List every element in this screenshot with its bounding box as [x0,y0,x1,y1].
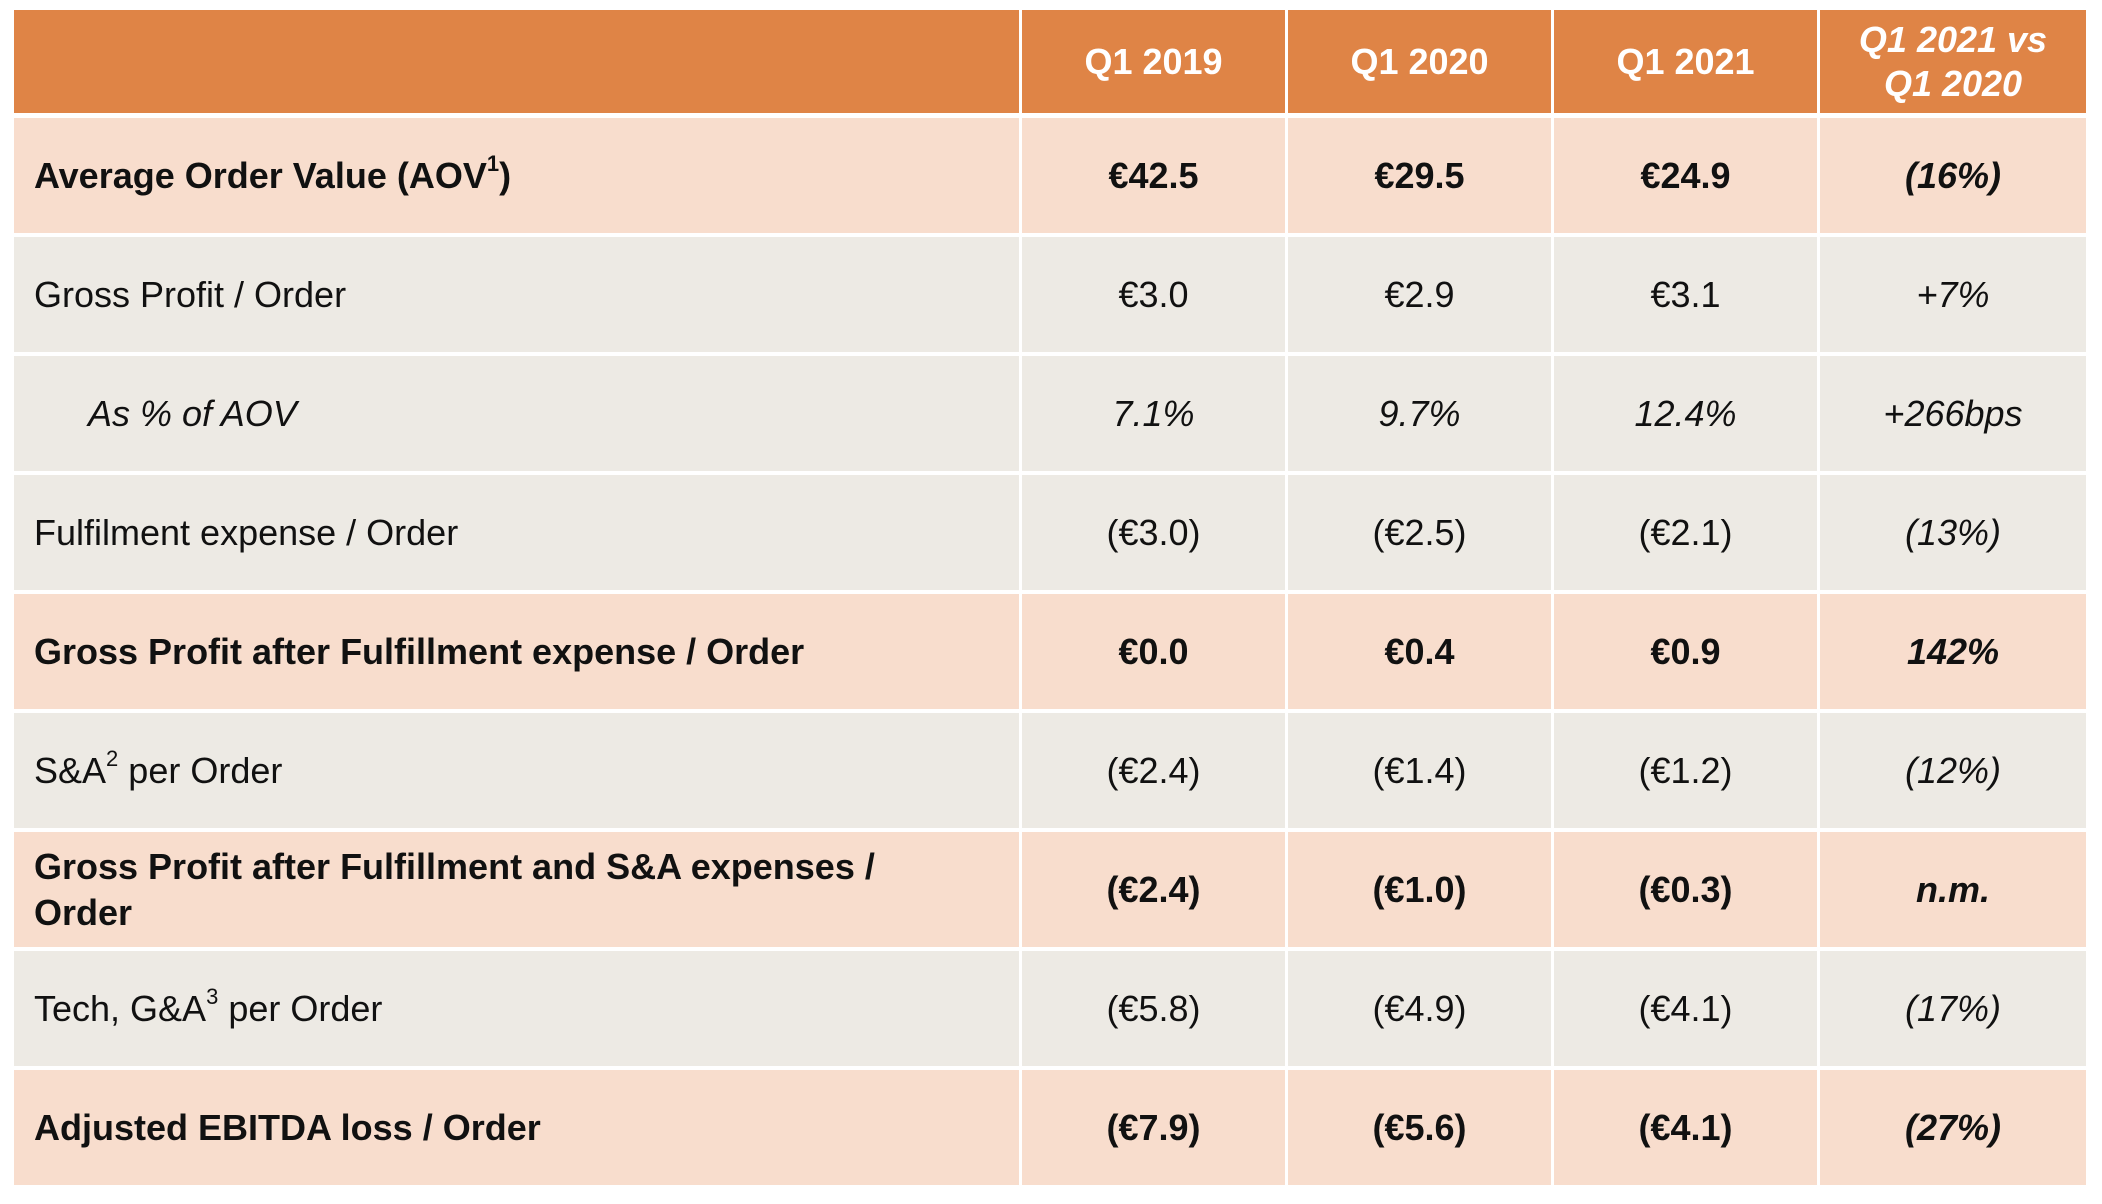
unit-economics-table: Q1 2019 Q1 2020 Q1 2021 Q1 2021 vs Q1 202… [14,10,2086,1194]
cell-change: (27%) [1820,1070,2086,1189]
row-label: Gross Profit after Fulfillment and S&A e… [14,832,1022,951]
cell-change: (12%) [1820,713,2086,832]
cell-q1-2020: 9.7% [1288,356,1554,475]
cell-q1-2020: €2.9 [1288,237,1554,356]
cell-q1-2020: €0.4 [1288,594,1554,713]
cell-q1-2019: (€2.4) [1022,832,1288,951]
header-q1-2021: Q1 2021 [1554,10,1820,118]
header-yoy-change-text: Q1 2021 vs Q1 2020 [1858,18,2048,104]
row-label: Fulfilment expense / Order [14,475,1022,594]
cell-q1-2021: (€1.2) [1554,713,1820,832]
cell-change: (17%) [1820,951,2086,1070]
cell-q1-2019: €0.0 [1022,594,1288,713]
cell-q1-2020: (€1.4) [1288,713,1554,832]
cell-q1-2019: (€2.4) [1022,713,1288,832]
cell-q1-2020: (€4.9) [1288,951,1554,1070]
row-label: Average Order Value (AOV1) [14,118,1022,237]
cell-q1-2019: (€3.0) [1022,475,1288,594]
cell-q1-2020: (€5.6) [1288,1070,1554,1189]
cell-q1-2019: (€7.9) [1022,1070,1288,1189]
row-label: As % of AOV [14,356,1022,475]
cell-q1-2021: (€2.1) [1554,475,1820,594]
row-label: S&A2 per Order [14,713,1022,832]
cell-q1-2019: 7.1% [1022,356,1288,475]
cell-q1-2021: 12.4% [1554,356,1820,475]
cell-change: (13%) [1820,475,2086,594]
cell-q1-2019: €3.0 [1022,237,1288,356]
header-q1-2020: Q1 2020 [1288,10,1554,118]
row-label: Gross Profit / Order [14,237,1022,356]
cell-change: (16%) [1820,118,2086,237]
header-metric-cell [14,10,1022,118]
header-q1-2019: Q1 2019 [1022,10,1288,118]
cell-q1-2021: (€4.1) [1554,951,1820,1070]
cell-q1-2021: (€0.3) [1554,832,1820,951]
cell-q1-2020: €29.5 [1288,118,1554,237]
row-label: Gross Profit after Fulfillment expense /… [14,594,1022,713]
cell-q1-2021: €3.1 [1554,237,1820,356]
cell-change: +7% [1820,237,2086,356]
row-label: Tech, G&A3 per Order [14,951,1022,1070]
cell-change: +266bps [1820,356,2086,475]
cell-q1-2019: €42.5 [1022,118,1288,237]
cell-change: n.m. [1820,832,2086,951]
cell-change: 142% [1820,594,2086,713]
row-label: Adjusted EBITDA loss / Order [14,1070,1022,1189]
header-yoy-change: Q1 2021 vs Q1 2020 [1820,10,2086,118]
cell-q1-2019: (€5.8) [1022,951,1288,1070]
cell-q1-2021: (€4.1) [1554,1070,1820,1189]
cell-q1-2021: €24.9 [1554,118,1820,237]
cell-q1-2021: €0.9 [1554,594,1820,713]
cell-q1-2020: (€2.5) [1288,475,1554,594]
cell-q1-2020: (€1.0) [1288,832,1554,951]
